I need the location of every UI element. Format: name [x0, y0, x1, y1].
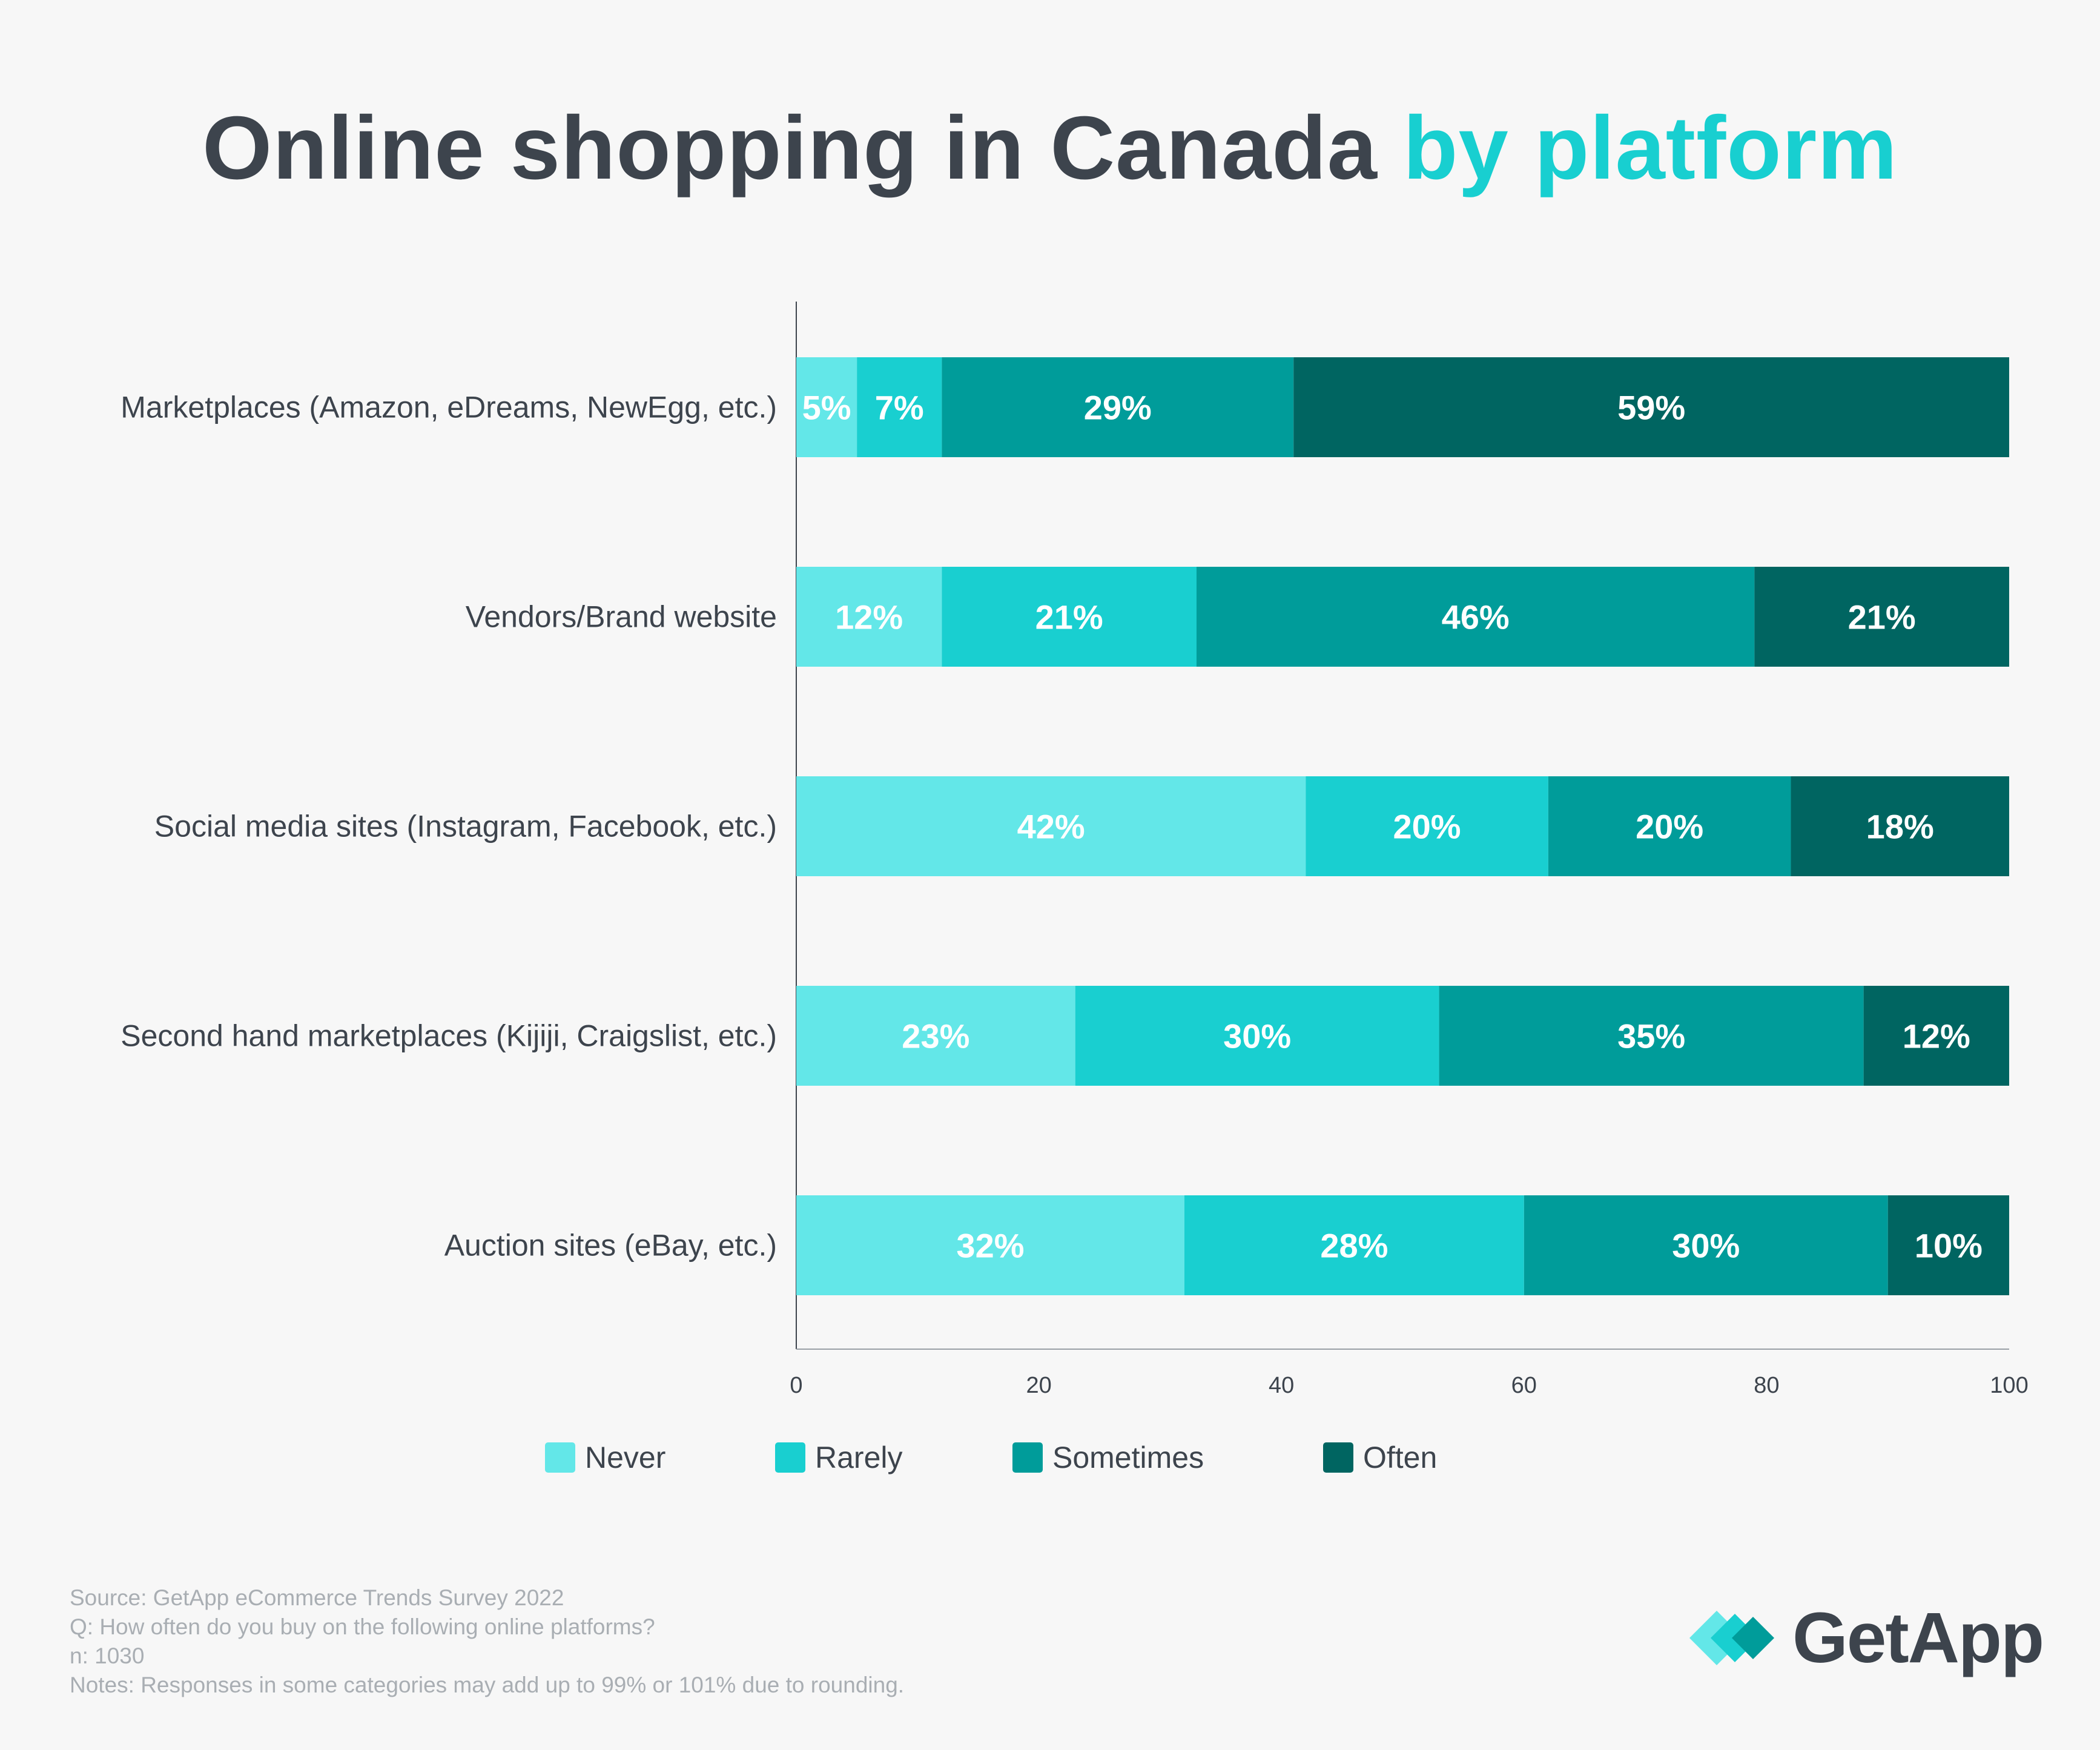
bar-value-label: 5% [802, 389, 851, 427]
x-tick-label: 100 [1990, 1373, 2028, 1398]
bar-value-label: 23% [902, 1017, 969, 1055]
bar-segment-often [1887, 1195, 2009, 1295]
legend-swatch-rarely [775, 1442, 805, 1473]
category-label: Social media sites (Instagram, Facebook,… [154, 810, 777, 844]
x-tick-label: 0 [790, 1373, 802, 1398]
bar-segment-rarely [857, 357, 942, 457]
bar-value-label: 30% [1223, 1017, 1291, 1055]
rounding-note: Notes: Responses in some categories may … [70, 1672, 905, 1697]
bar-segment-often [1754, 567, 2009, 667]
bar-value-label: 46% [1442, 598, 1510, 636]
legend-swatch-sometimes [1012, 1442, 1043, 1473]
getapp-logo-text: GetApp [1792, 1598, 2044, 1678]
getapp-logo-icon [1689, 1611, 1774, 1665]
getapp-logo: GetApp [1683, 1599, 2047, 1677]
legend-label-rarely: Rarely [815, 1441, 902, 1474]
bar-segment-sometimes [1548, 776, 1791, 876]
x-tick-label: 40 [1269, 1373, 1294, 1398]
chart-notes: Source: GetApp eCommerce Trends Survey 2… [70, 1583, 904, 1700]
bar-segment-never [796, 1195, 1184, 1295]
bar-segment-never [796, 567, 942, 667]
bar-value-label: 10% [1915, 1227, 1983, 1265]
bar-value-label: 42% [1017, 808, 1085, 846]
bar-value-label: 21% [1035, 598, 1103, 636]
bar-segment-often [1293, 357, 2009, 457]
legend-label-sometimes: Sometimes [1052, 1441, 1204, 1474]
bar-value-label: 20% [1636, 808, 1703, 846]
bar-segment-rarely [1184, 1195, 1524, 1295]
legend-label-often: Often [1363, 1441, 1437, 1474]
bar-segment-never [796, 986, 1075, 1086]
legend-swatch-never [545, 1442, 575, 1473]
bar-value-label: 12% [835, 598, 903, 636]
bar-value-label: 21% [1848, 598, 1916, 636]
x-tick-label: 60 [1511, 1373, 1537, 1398]
bar-value-label: 28% [1320, 1227, 1388, 1265]
bar-segment-rarely [1075, 986, 1439, 1086]
bar-value-label: 20% [1393, 808, 1461, 846]
bar-segment-rarely [942, 567, 1197, 667]
x-tick-label: 80 [1754, 1373, 1779, 1398]
source-note: Source: GetApp eCommerce Trends Survey 2… [70, 1585, 564, 1610]
bar-segment-never [796, 357, 857, 457]
bar-value-label: 59% [1617, 389, 1685, 427]
bar-value-label: 7% [875, 389, 924, 427]
category-label: Vendors/Brand website [466, 600, 777, 634]
bar-segment-sometimes [1439, 986, 1864, 1086]
category-label: Second hand marketplaces (Kijiji, Craigs… [121, 1019, 777, 1053]
bar-segment-never [796, 776, 1306, 876]
bar-value-label: 32% [956, 1227, 1024, 1265]
bar-segment-often [1863, 986, 2009, 1086]
chart-title-main: Online shopping in Canada [202, 98, 1378, 198]
chart-title-accent: by platform [1403, 98, 1898, 198]
x-tick-label: 20 [1026, 1373, 1051, 1398]
bar-value-label: 35% [1617, 1017, 1685, 1055]
legend-label-never: Never [585, 1441, 665, 1474]
bar-segment-sometimes [942, 357, 1294, 457]
question-note: Q: How often do you buy on the following… [70, 1614, 655, 1639]
bar-value-label: 18% [1866, 808, 1934, 846]
category-label: Auction sites (eBay, etc.) [444, 1229, 777, 1263]
bar-segment-sometimes [1196, 567, 1755, 667]
bar-segment-rarely [1306, 776, 1548, 876]
bar-value-label: 30% [1672, 1227, 1740, 1265]
sample-size-note: n: 1030 [70, 1643, 145, 1668]
legend-swatch-often [1323, 1442, 1353, 1473]
chart-title: Online shopping in Canada by platform [0, 97, 2100, 200]
bar-segment-sometimes [1524, 1195, 1888, 1295]
bar-segment-often [1791, 776, 2009, 876]
bar-value-label: 29% [1084, 389, 1152, 427]
category-label: Marketplaces (Amazon, eDreams, NewEgg, e… [121, 391, 777, 424]
bar-value-label: 12% [1903, 1017, 1970, 1055]
